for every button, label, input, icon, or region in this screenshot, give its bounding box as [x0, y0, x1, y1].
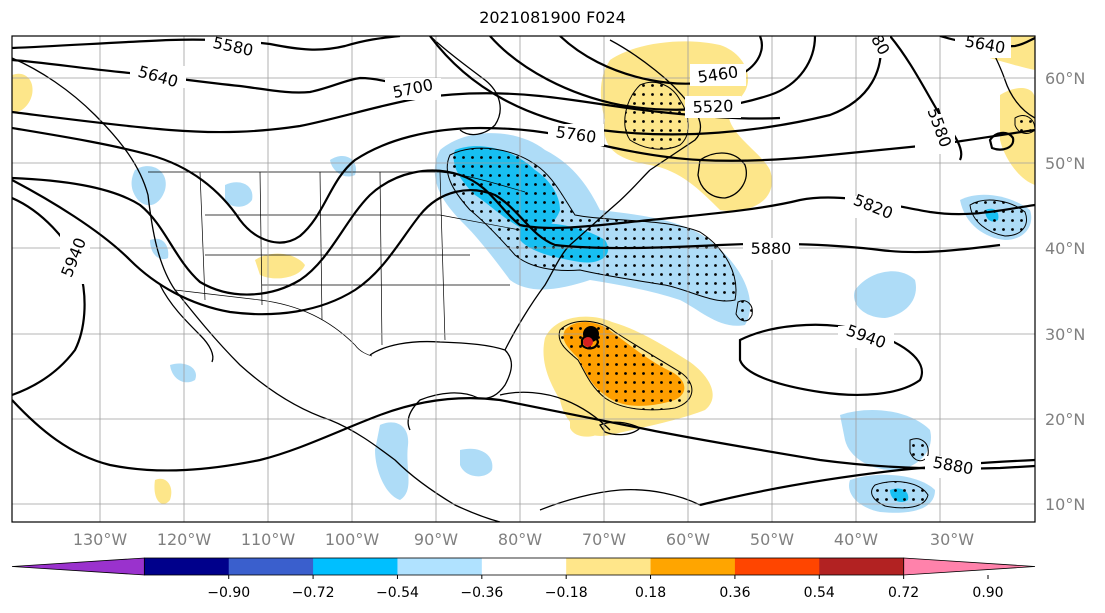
contour-label: 5640 — [963, 32, 1006, 58]
negative-region-rockies — [225, 182, 253, 207]
lon-label: 40°W — [834, 530, 878, 549]
lon-label: 60°W — [666, 530, 710, 549]
contour-5940-south — [12, 397, 1035, 472]
contour-5580-mid — [429, 36, 882, 136]
colorbar-tick-label: −0.72 — [292, 585, 335, 601]
map-frame — [11, 35, 1036, 523]
colorbar-tick-label: 0.54 — [804, 585, 835, 601]
positive-region-southwest — [255, 253, 305, 279]
contour-5760 — [12, 126, 1035, 244]
longitude-labels: 130°W 120°W 110°W 100°W 90°W 80°W 70°W 6… — [73, 530, 974, 549]
lat-label: 50°N — [1045, 154, 1085, 173]
contour-5460 — [559, 36, 763, 85]
colorbar-extension-over — [903, 557, 1036, 576]
colorbar-outline — [143, 557, 905, 576]
stipple-greatlakes — [446, 147, 737, 302]
lat-label: 30°N — [1045, 325, 1085, 344]
plot-title: 2021081900 F024 — [479, 8, 626, 27]
contour-5880 — [12, 179, 1001, 316]
negative-region-northeast-small — [330, 155, 356, 177]
contour-label: 5520 — [692, 96, 733, 116]
colorbar-segment — [313, 558, 398, 575]
lat-label: 40°N — [1045, 239, 1085, 258]
stipple-labrador — [624, 81, 689, 150]
positive-region-east-pacific — [154, 478, 172, 504]
colorbar-segment — [228, 558, 314, 575]
coastline-south-america — [539, 489, 701, 511]
contour-5640-west — [12, 58, 421, 94]
colorbar-tick-label: 0.72 — [888, 585, 919, 601]
colorbar: −0.90 −0.72 −0.54 −0.36 −0.18 0.18 0.36 0.54 0.7… — [11, 557, 1036, 601]
contour-label: 5880 — [751, 239, 792, 258]
map-content: 5580 5640 5700 5760 5460 5520 5580 5640 … — [12, 32, 1035, 522]
colorbar-tick-label: 0.90 — [972, 585, 1003, 601]
negative-region-central-atlantic — [854, 271, 916, 318]
contour-5880-atlantic — [699, 458, 1035, 507]
border-us-canada — [148, 171, 526, 193]
contour-label-layer: 5580 5640 5700 5760 5460 5520 5580 5640 … — [57, 32, 1011, 478]
colorbar-segment — [397, 558, 483, 575]
stipple-south-atlantic — [871, 481, 929, 509]
colorbar-segment — [650, 558, 736, 575]
contour-5940-west — [12, 196, 86, 397]
coastline-hudson — [429, 36, 501, 136]
stipple-tropical-atlantic — [909, 438, 929, 462]
colorbar-segment — [819, 558, 905, 575]
coastline-gulf — [369, 340, 513, 431]
colorbar-segment — [566, 558, 652, 575]
colorbar-segment — [144, 558, 230, 575]
contour-5520 — [489, 36, 817, 111]
coastline-north-america-west — [12, 57, 501, 522]
lon-label: 110°W — [241, 530, 296, 549]
colorbar-extension-under — [11, 557, 145, 576]
latitude-labels: 60°N 50°N 40°N 30°N 20°N 10°N — [1045, 69, 1085, 514]
lat-label: 20°N — [1045, 410, 1085, 429]
lon-label: 50°W — [750, 530, 794, 549]
negative-region-gulf — [170, 363, 196, 383]
colorbar-tick-label: 0.36 — [719, 585, 750, 601]
lon-label: 80°W — [498, 530, 542, 549]
lat-label: 10°N — [1045, 495, 1085, 514]
contour-5820 — [12, 169, 1035, 296]
negative-region-central-america — [375, 422, 409, 500]
coastline-baja — [159, 284, 214, 363]
colorbar-tick-label: −0.54 — [376, 585, 419, 601]
lon-label: 30°W — [930, 530, 974, 549]
negative-region-pacific-nw — [131, 166, 166, 206]
contour-5940-atlantic — [738, 323, 923, 396]
stipple-central-atlantic-small — [735, 300, 753, 322]
lon-label: 70°W — [582, 530, 626, 549]
lon-label: 90°W — [414, 530, 458, 549]
coastline-newfoundland — [697, 152, 747, 199]
lon-label: 130°W — [73, 530, 128, 549]
lon-label: 120°W — [157, 530, 212, 549]
storm-marker-red — [583, 337, 593, 347]
lat-label: 60°N — [1045, 69, 1085, 88]
colorbar-segment — [734, 558, 820, 575]
positive-region-westcoast — [12, 73, 33, 112]
contour-closed-ne — [988, 131, 1015, 151]
coastline-east-us — [504, 169, 651, 351]
colorbar-segment — [481, 558, 567, 575]
height-contours — [12, 36, 1035, 507]
negative-region-tropical-atlantic — [840, 410, 931, 471]
colorbar-tick-label: −0.18 — [545, 585, 588, 601]
negative-region-baja — [150, 238, 169, 260]
lon-label: 100°W — [325, 530, 380, 549]
colorbar-tick-label: −0.90 — [207, 585, 250, 601]
border-us-mexico — [174, 289, 373, 357]
negative-region-caribbean — [460, 448, 493, 477]
colorbar-tick-label: 0.18 — [635, 585, 666, 601]
colorbar-tick-label: −0.36 — [460, 585, 503, 601]
